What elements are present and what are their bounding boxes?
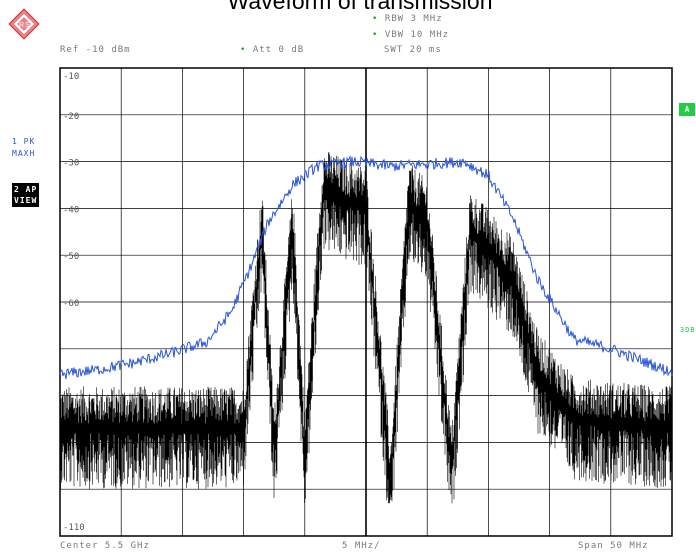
chart-title: Waveform of transmission	[227, 0, 493, 14]
center-frequency: Center 5.5 GHz	[60, 541, 150, 551]
attenuation-readout: • Att 0 dB	[240, 45, 305, 55]
traces	[59, 152, 673, 504]
y-tick-labels: -10 -20 -30 -40 -50 -60 -110	[63, 72, 85, 533]
frequency-per-division: 5 MHz/	[342, 541, 381, 551]
y-tick-label: -60	[63, 299, 79, 309]
rbw-readout: • RBW 3 MHz	[372, 14, 443, 24]
grid	[59, 67, 673, 537]
y-tick-label: -50	[63, 252, 79, 262]
series-pk-maxh	[59, 155, 673, 380]
y-tick-label: -110	[63, 523, 85, 533]
vbw-readout: • VBW 10 MHz	[372, 30, 450, 40]
marker-a-badge: A	[679, 103, 695, 116]
series-ap-view	[59, 152, 673, 504]
swt-readout: SWT 20 ms	[384, 45, 442, 55]
rohde-schwarz-logo: R S	[8, 8, 40, 40]
svg-text:S: S	[25, 22, 30, 29]
y-tick-label: -20	[63, 112, 79, 122]
y-tick-label: -40	[63, 205, 79, 215]
y-tick-label: -10	[63, 72, 79, 82]
frequency-span: Span 50 MHz	[578, 541, 649, 551]
trace1-label: 1 PK MAXH	[12, 137, 36, 158]
trace2-label: 2 AP VIEW	[12, 183, 40, 207]
3db-label: 3DB	[680, 326, 696, 334]
svg-text:R: R	[19, 22, 24, 29]
ref-level-readout: Ref -10 dBm	[60, 45, 131, 55]
y-tick-label: -30	[63, 159, 79, 169]
